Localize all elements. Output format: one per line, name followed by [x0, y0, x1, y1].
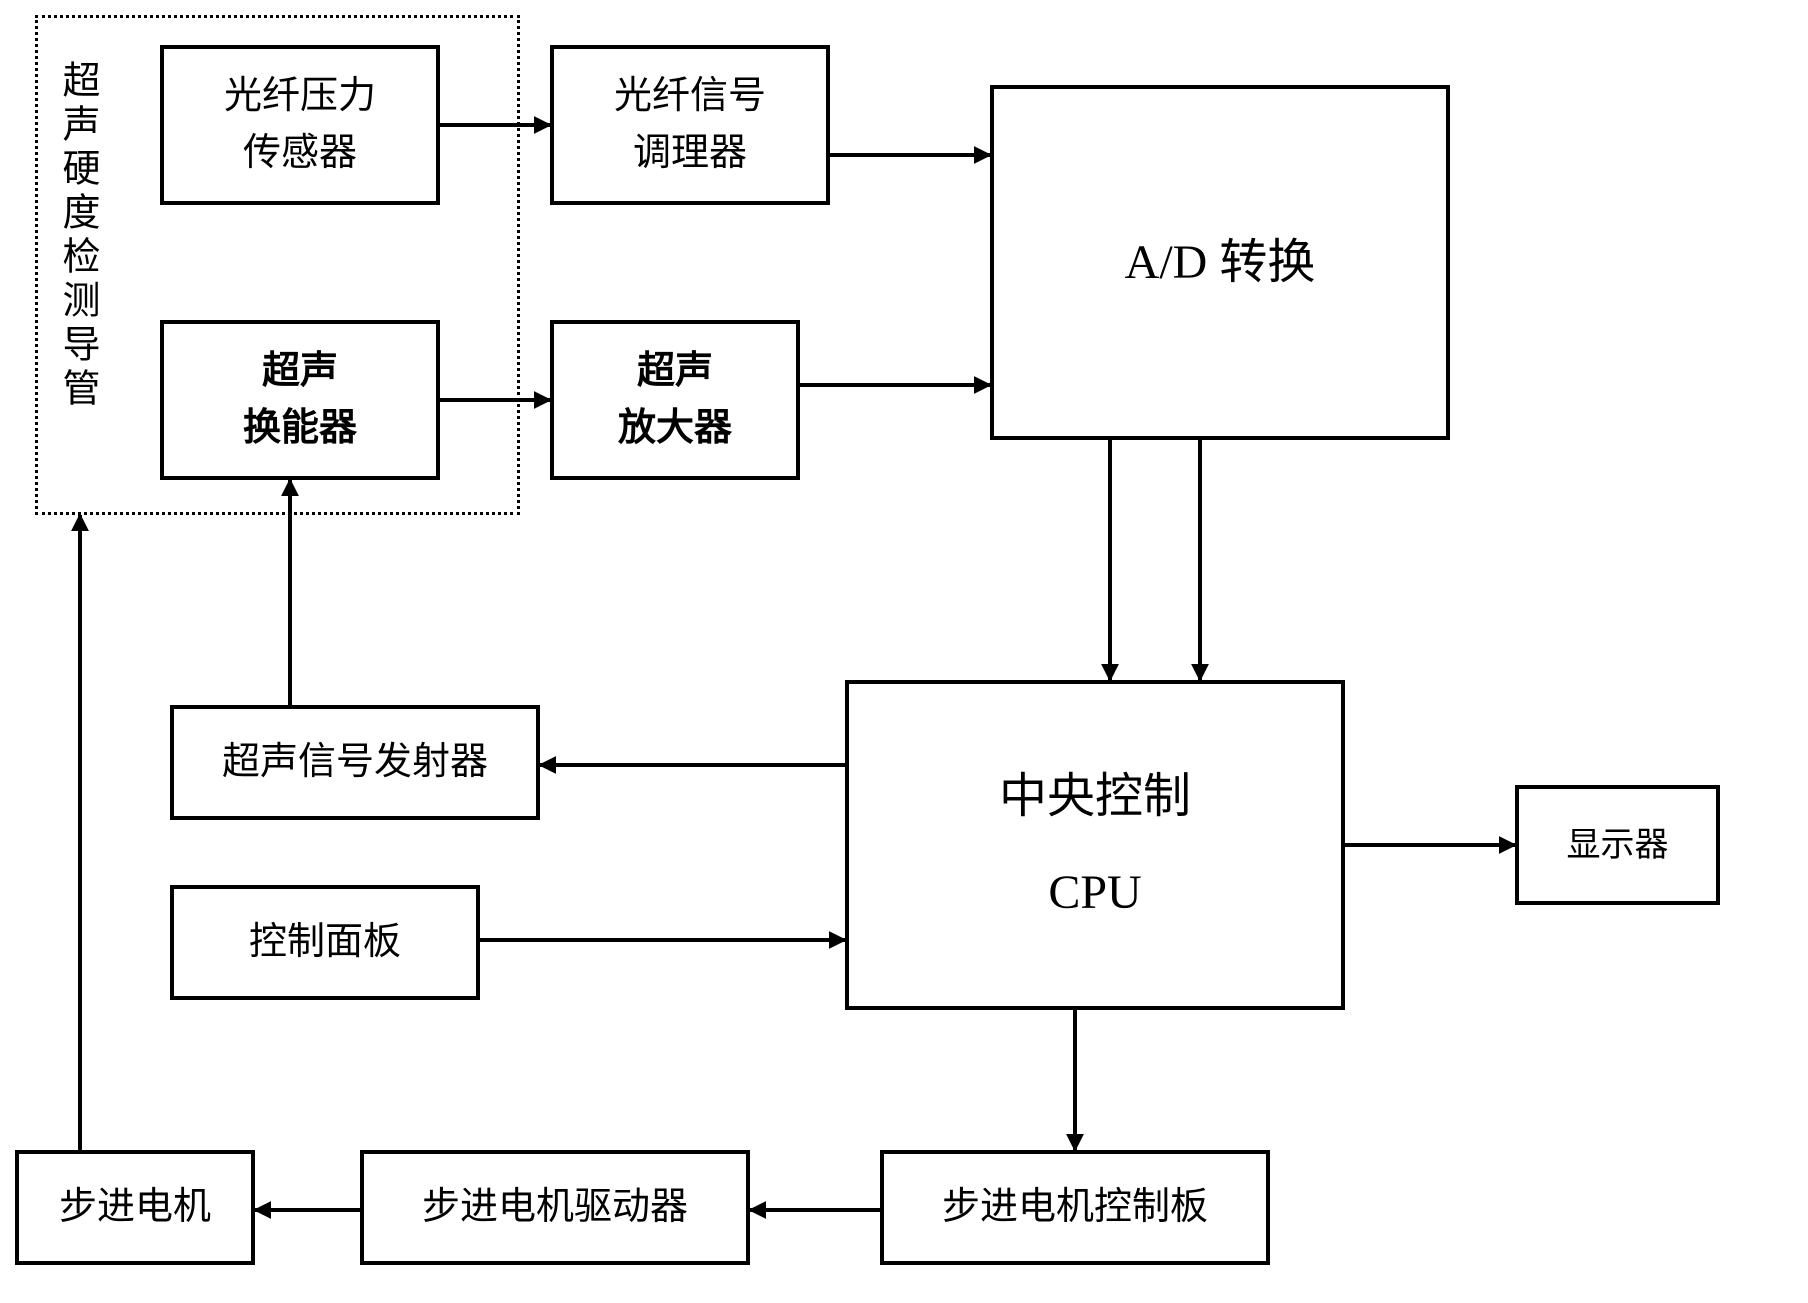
label-line: 步进电机	[59, 1179, 211, 1236]
label-line: 放大器	[618, 400, 732, 457]
label-line: 调理器	[633, 125, 747, 182]
label-line: 显示器	[1567, 820, 1669, 871]
label-line: 光纤信号	[614, 68, 766, 125]
label-line: 光纤压力	[224, 68, 376, 125]
label-line: CPU	[1048, 845, 1141, 941]
ultrasonic-transducer: 超声 换能器	[160, 320, 440, 480]
label-line: 超声	[262, 343, 338, 400]
label-line: 步进电机驱动器	[422, 1179, 688, 1236]
fiber-pressure-sensor: 光纤压力 传感器	[160, 45, 440, 205]
label-line: 超声	[637, 343, 713, 400]
stepper-motor-control-board: 步进电机控制板	[880, 1150, 1270, 1265]
catheter-group-label: 超声硬度检测导管	[50, 60, 105, 412]
stepper-motor-driver: 步进电机驱动器	[360, 1150, 750, 1265]
label-line: 步进电机控制板	[942, 1179, 1208, 1236]
label-line: 控制面板	[249, 914, 401, 971]
display: 显示器	[1515, 785, 1720, 905]
diagram-canvas: 超声硬度检测导管 光纤压力 传感器 超声 换能器 光纤信号 调理器 超声 放大器…	[0, 0, 1808, 1303]
ultrasonic-signal-emitter: 超声信号发射器	[170, 705, 540, 820]
label-line: 传感器	[243, 125, 357, 182]
stepper-motor: 步进电机	[15, 1150, 255, 1265]
ad-converter: A/D 转换	[990, 85, 1450, 440]
label-line: A/D 转换	[1125, 227, 1316, 299]
control-panel: 控制面板	[170, 885, 480, 1000]
label-line: 中央控制	[999, 749, 1191, 845]
label-line: 换能器	[243, 400, 357, 457]
label-line: 超声信号发射器	[222, 734, 488, 791]
ultrasonic-amplifier: 超声 放大器	[550, 320, 800, 480]
fiber-signal-conditioner: 光纤信号 调理器	[550, 45, 830, 205]
central-cpu: 中央控制 CPU	[845, 680, 1345, 1010]
